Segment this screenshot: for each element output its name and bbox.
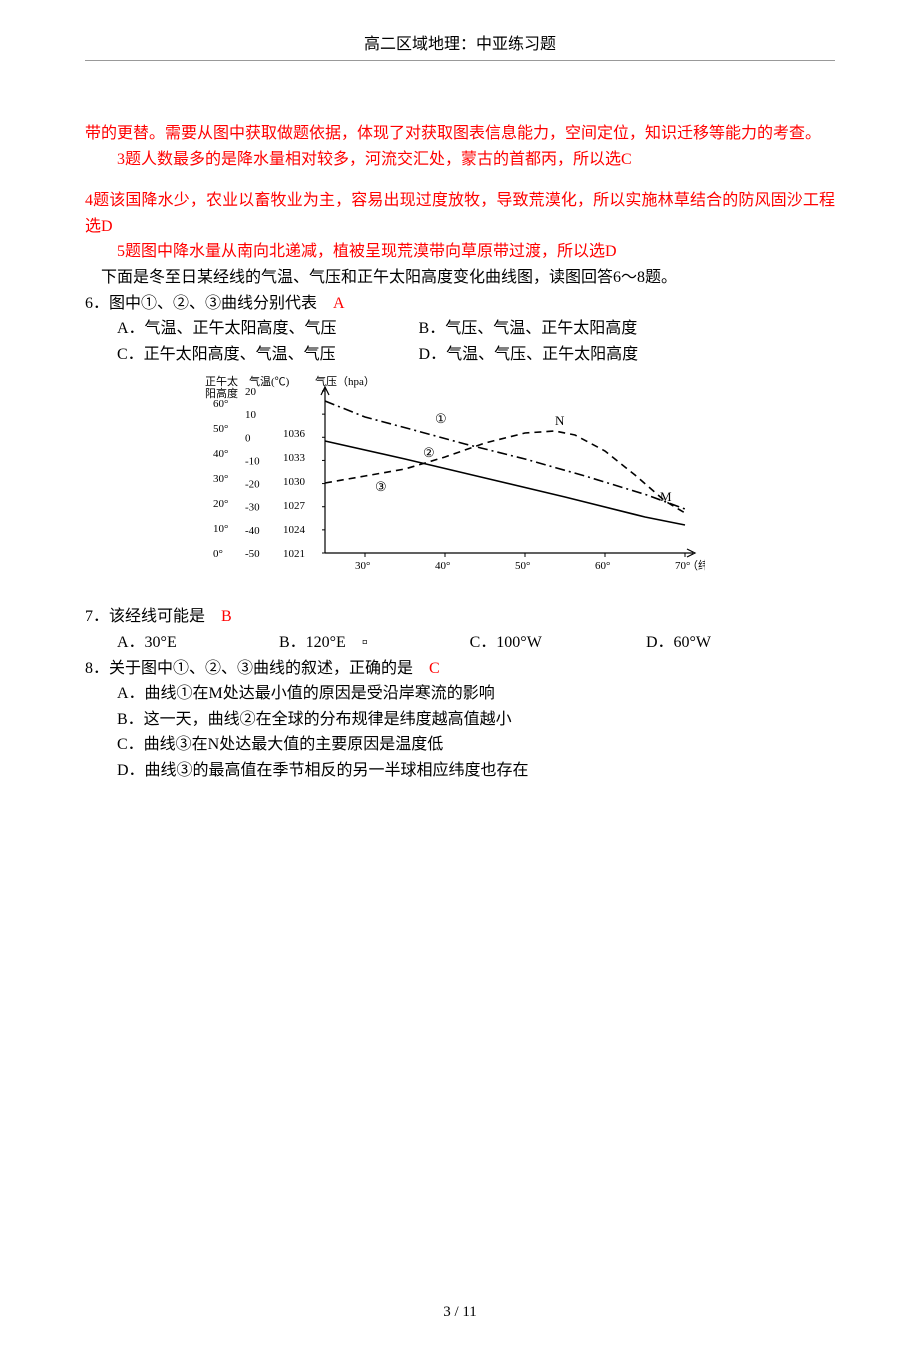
svg-text:1036: 1036 xyxy=(283,428,306,440)
q7-stem: 7．该经线可能是 xyxy=(85,608,221,625)
q6-stem-row: 6．图中①、②、③曲线分别代表 A xyxy=(85,291,835,317)
svg-text:50°: 50° xyxy=(515,560,530,572)
svg-text:1027: 1027 xyxy=(283,500,306,512)
svg-text:30°: 30° xyxy=(213,473,228,485)
q7-opt-b-text: B．120°E xyxy=(279,634,346,651)
svg-text:1021: 1021 xyxy=(283,548,305,560)
q7-opt-d: D．60°W xyxy=(646,630,790,656)
q7-opt-c: C．100°W xyxy=(470,630,642,656)
svg-text:-40: -40 xyxy=(245,525,260,537)
q8-opt-c: C．曲线③在N处达最大值的主要原因是温度低 xyxy=(85,732,835,758)
svg-text:1030: 1030 xyxy=(283,476,306,488)
q8-opt-d: D．曲线③的最高值在季节相反的另一半球相应纬度也存在 xyxy=(85,758,835,784)
svg-text:1033: 1033 xyxy=(283,452,306,464)
q7-opt-b: B．120°E ▫ xyxy=(279,630,466,656)
svg-text:气压（hpa）: 气压（hpa） xyxy=(315,374,375,388)
svg-text:40°: 40° xyxy=(435,560,450,572)
svg-text:正午太: 正午太 xyxy=(205,375,238,388)
page-header: 高二区域地理：中亚练习题 xyxy=(85,30,835,61)
intro-p5: 下面是冬至日某经线的气温、气压和正午太阳高度变化曲线图，读图回答6～8题。 xyxy=(85,265,835,291)
svg-text:②: ② xyxy=(423,445,435,460)
svg-text:50°: 50° xyxy=(213,423,228,435)
svg-text:10: 10 xyxy=(245,409,257,421)
svg-text:③: ③ xyxy=(375,479,387,494)
svg-text:M: M xyxy=(660,489,672,504)
q6-opt-a: A．气温、正午太阳高度、气压 xyxy=(117,316,419,342)
chart-figure: 60°50°40°30°20°10°0°20100-10-20-30-40-50… xyxy=(85,367,835,604)
q8-stem-row: 8．关于图中①、②、③曲线的叙述，正确的是 C xyxy=(85,656,835,682)
q8-stem: 8．关于图中①、②、③曲线的叙述，正确的是 xyxy=(85,660,429,677)
q7-answer: B xyxy=(221,608,232,625)
svg-text:-50: -50 xyxy=(245,548,260,560)
q6-row1: A．气温、正午太阳高度、气压 B．气压、气温、正午太阳高度 xyxy=(85,316,835,342)
svg-text:1024: 1024 xyxy=(283,524,306,536)
svg-text:气温(℃): 气温(℃) xyxy=(249,374,290,388)
svg-text:N: N xyxy=(555,413,565,428)
svg-text:60°: 60° xyxy=(595,560,610,572)
svg-text:-10: -10 xyxy=(245,456,260,468)
q8-opt-a: A．曲线①在M处达最小值的原因是受沿岸寒流的影响 xyxy=(85,681,835,707)
q6-row2: C．正午太阳高度、气温、气压 D．气温、气压、正午太阳高度 xyxy=(85,342,835,368)
line-chart-svg: 60°50°40°30°20°10°0°20100-10-20-30-40-50… xyxy=(205,373,705,593)
svg-text:0: 0 xyxy=(245,433,251,445)
q7-stem-row: 7．该经线可能是 B xyxy=(85,604,835,630)
explain-p3: 4题该国降水少，农业以畜牧业为主，容易出现过度放牧，导致荒漠化，所以实施林草结合… xyxy=(85,188,835,239)
gap xyxy=(85,172,835,188)
svg-text:①: ① xyxy=(435,411,447,426)
q6-opt-d: D．气温、气压、正午太阳高度 xyxy=(419,342,835,368)
svg-text:40°: 40° xyxy=(213,448,228,460)
svg-text:20°: 20° xyxy=(213,498,228,510)
q6-opt-c: C．正午太阳高度、气温、气压 xyxy=(117,342,419,368)
svg-text:-20: -20 xyxy=(245,479,260,491)
q8-answer: C xyxy=(429,660,440,677)
explain-p2: 3题人数最多的是降水量相对较多，河流交汇处，蒙古的首都丙，所以选C xyxy=(85,147,835,173)
svg-text:-30: -30 xyxy=(245,502,260,514)
q6-answer: A xyxy=(333,295,345,312)
page-footer: 3 / 11 xyxy=(85,1304,835,1321)
q7-opt-a: A．30°E xyxy=(117,630,275,656)
q6-opt-b: B．气压、气温、正午太阳高度 xyxy=(419,316,835,342)
marker-icon: ▫ xyxy=(362,634,368,651)
explain-p4: 5题图中降水量从南向北递减，植被呈现荒漠带向草原带过渡，所以选D xyxy=(85,239,835,265)
explain-p1: 带的更替。需要从图中获取做题依据，体现了对获取图表信息能力，空间定位，知识迁移等… xyxy=(85,121,835,147)
q7-options: A．30°E B．120°E ▫ C．100°W D．60°W xyxy=(85,630,835,656)
svg-text:阳高度: 阳高度 xyxy=(205,386,238,400)
q6-stem: 6．图中①、②、③曲线分别代表 xyxy=(85,295,333,312)
svg-text:（纬度）: （纬度） xyxy=(687,558,705,572)
q8-opt-b: B．这一天，曲线②在全球的分布规律是纬度越高值越小 xyxy=(85,707,835,733)
svg-text:10°: 10° xyxy=(213,523,228,535)
svg-text:0°: 0° xyxy=(213,548,223,560)
page-content: 高二区域地理：中亚练习题 带的更替。需要从图中获取做题依据，体现了对获取图表信息… xyxy=(0,0,920,1361)
svg-text:30°: 30° xyxy=(355,560,370,572)
